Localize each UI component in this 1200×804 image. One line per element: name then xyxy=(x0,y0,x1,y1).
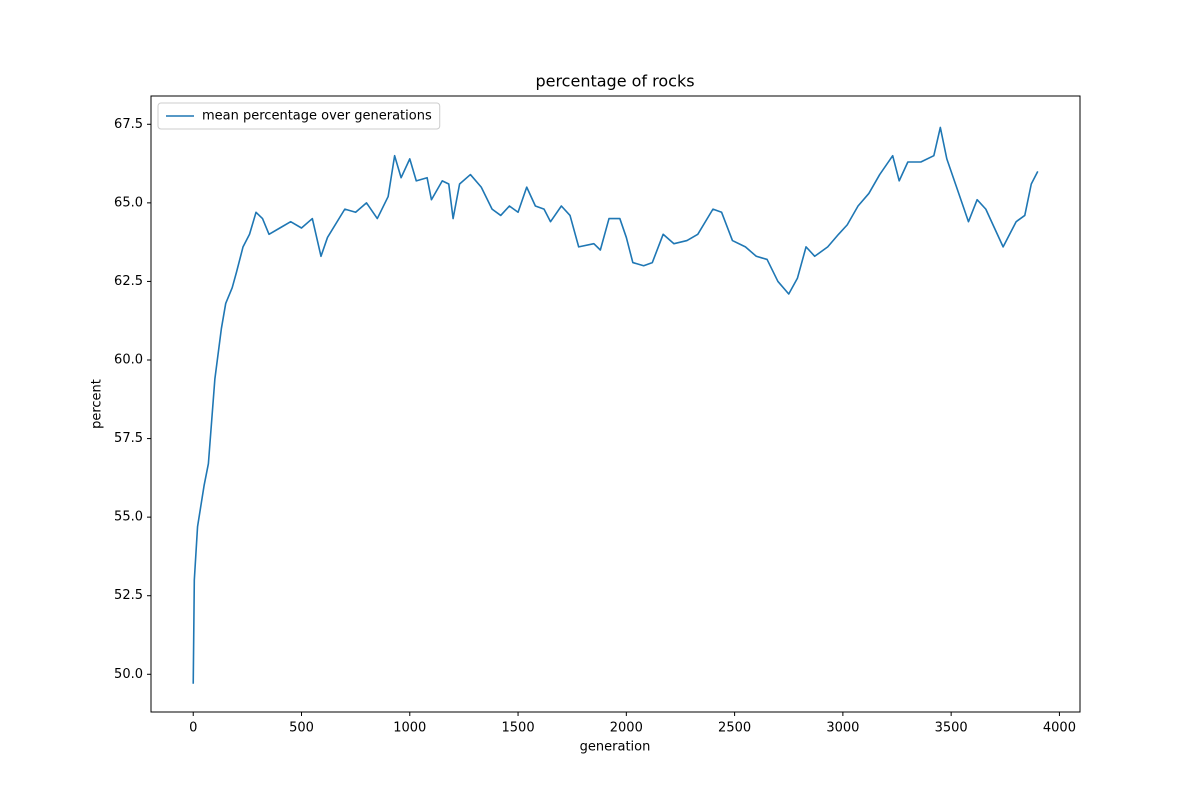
y-tick-label: 55.0 xyxy=(114,510,143,525)
x-tick-label: 1500 xyxy=(502,721,535,736)
x-tick-label: 3000 xyxy=(826,721,859,736)
plot-frame xyxy=(150,95,1081,713)
y-tick-label: 65.0 xyxy=(114,195,143,210)
y-tick-label: 67.5 xyxy=(114,117,143,132)
legend-box xyxy=(157,102,441,130)
y-tick-label: 50.0 xyxy=(114,667,143,682)
y-tick-label: 60.0 xyxy=(114,353,143,368)
x-tick-label: 500 xyxy=(289,721,314,736)
y-tick-label: 52.5 xyxy=(114,588,143,603)
line-series xyxy=(192,126,1039,684)
x-tick-label: 0 xyxy=(189,721,197,736)
x-axis-label: generation xyxy=(580,740,651,755)
x-tick-label: 4000 xyxy=(1043,721,1076,736)
y-tick-label: 57.5 xyxy=(114,431,143,446)
chart-title: percentage of rocks xyxy=(535,72,694,91)
x-tick-label: 2000 xyxy=(610,721,643,736)
x-tick-label: 2500 xyxy=(718,721,751,736)
legend-label: mean percentage over generations xyxy=(202,109,432,124)
x-tick-label: 3500 xyxy=(935,721,968,736)
x-tick-label: 1000 xyxy=(393,721,426,736)
y-axis-label: percent xyxy=(90,379,105,429)
y-tick-label: 62.5 xyxy=(114,274,143,289)
